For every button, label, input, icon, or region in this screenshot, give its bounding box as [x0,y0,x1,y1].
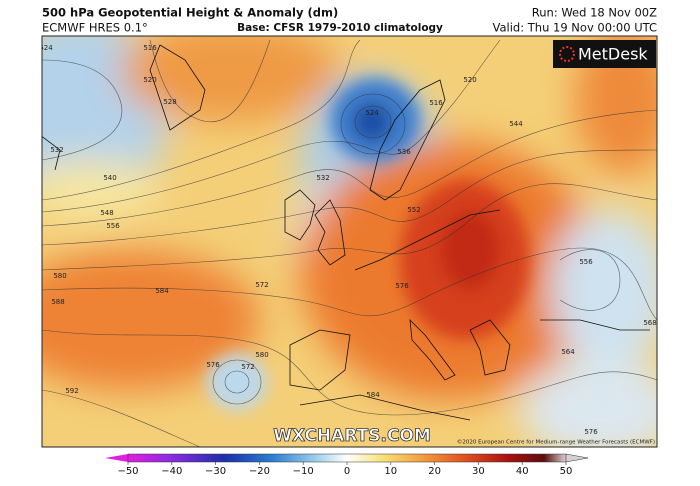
valid-time: Valid: Thu 19 Nov 00:00 UTC [493,21,657,35]
run-time: Run: Wed 18 Nov 00Z [532,6,657,20]
contour-labels: 524 5165205285325405485565805885845925725… [39,44,657,436]
contour-label: 568 [643,319,656,327]
colorbar-tick-label: 40 [516,466,529,477]
colorbar-tick-label: −30 [205,466,226,477]
contour-label: 580 [255,351,268,359]
coastlines [42,44,650,421]
colorbar-tick-label: 0 [344,466,350,477]
contour-label: 536 [397,148,411,156]
contour-label: 520 [463,76,476,84]
contour-label: 592 [65,387,78,395]
map: 524 5165205285325405485565805885845925725… [39,36,657,447]
contour-label: 532 [316,174,329,182]
colorbar-gradient [127,453,567,463]
contour-label: 516 [429,99,443,107]
title: 500 hPa Geopotential Height & Anomaly (d… [42,6,338,20]
contour-label: 584 [366,391,380,399]
watermark: WXCHARTS.COM [273,426,431,446]
map-frame [41,35,658,448]
colorbar-tick-label: −10 [293,466,314,477]
contour-label: 524 [39,44,53,52]
model: ECMWF HRES 0.1° [42,21,148,35]
logo-text: MetDesk [578,45,648,64]
contour-label: 576 [584,428,598,436]
contour-label: 572 [255,281,268,289]
colorbar-tick-label: 30 [472,466,485,477]
contour-label: 564 [561,348,575,356]
contour-label: 584 [155,287,169,295]
contour-label: 556 [579,258,593,266]
contour-label: 528 [163,98,176,106]
colorbar-low-arrow [105,454,128,462]
colorbar-tick-label: −50 [117,466,138,477]
copyright: ©2020 European Centre for Medium-range W… [457,439,655,446]
colorbar-tick-label: 10 [384,466,397,477]
contour-label: 520 [143,76,156,84]
contour-label: 588 [51,298,64,306]
contour-label: 576 [395,282,409,290]
contour-label: 572 [241,363,254,371]
contour-label: 552 [407,206,420,214]
contour-label: 524 [365,109,379,117]
contour-label: 540 [103,174,116,182]
contour-label: 580 [53,272,66,280]
contour-label: 576 [206,361,220,369]
colorbar-tick-label: −20 [249,466,270,477]
colorbar-tick-label: 50 [560,466,573,477]
colorbar-tick-label: −40 [161,466,182,477]
contour-label: 556 [106,222,120,230]
base: Base: CFSR 1979-2010 climatology [237,22,443,34]
colorbar-tick-label: 20 [428,466,441,477]
logo: MetDesk [553,40,656,68]
contour-label: 548 [100,209,113,217]
contour-label: 544 [509,120,523,128]
colorbar: −50 −40 −30 −20 −10 0 10 20 30 40 50 [105,453,589,477]
colorbar-high-arrow [565,453,589,463]
contour-label: 516 [143,44,157,52]
contour-label: 532 [50,146,63,154]
